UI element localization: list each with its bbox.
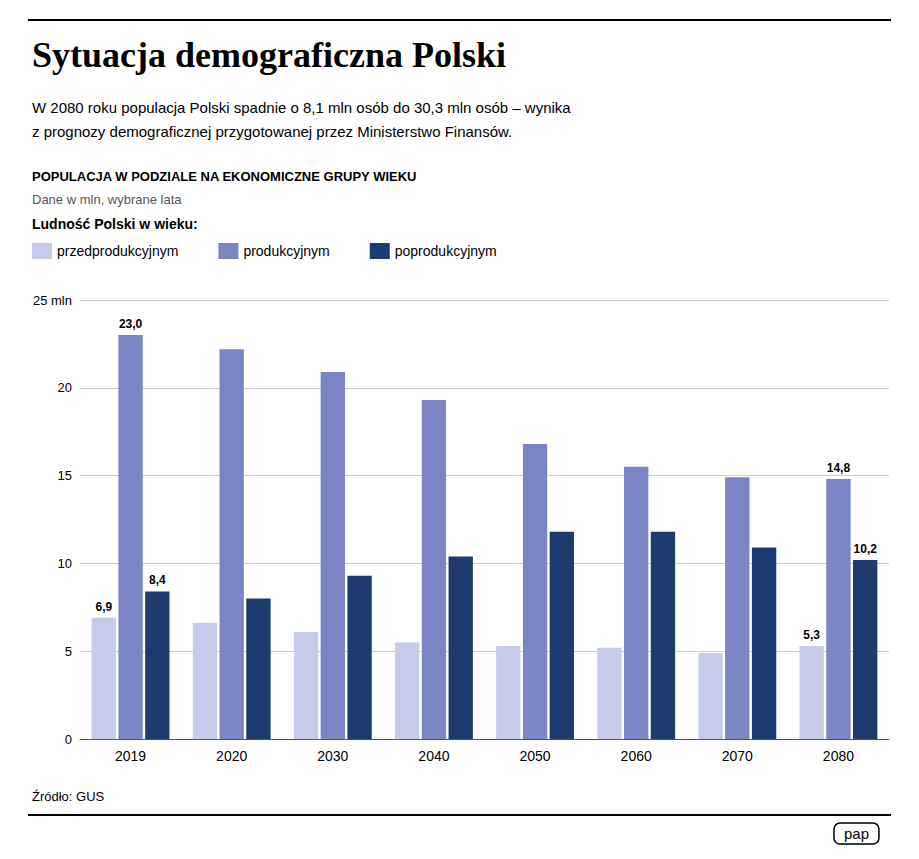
svg-text:2070: 2070 [722,748,753,764]
svg-text:2040: 2040 [418,748,449,764]
svg-text:2020: 2020 [216,748,247,764]
svg-text:25 mln: 25 mln [33,293,72,308]
svg-text:2019: 2019 [115,748,146,764]
svg-text:5: 5 [65,644,72,659]
svg-text:10,2: 10,2 [854,542,878,556]
svg-text:POPULACJA W PODZIALE NA EKONOM: POPULACJA W PODZIALE NA EKONOMICZNE GRUP… [32,169,416,184]
svg-text:Źródło: GUS: Źródło: GUS [32,789,105,804]
svg-text:8,4: 8,4 [149,573,166,587]
svg-text:14,8: 14,8 [827,461,851,475]
svg-text:pap: pap [844,825,869,842]
svg-text:10: 10 [58,556,72,571]
svg-text:2050: 2050 [519,748,550,764]
svg-text:przedprodukcyjnym: przedprodukcyjnym [57,243,178,259]
svg-text:2030: 2030 [317,748,348,764]
svg-text:23,0: 23,0 [119,317,143,331]
svg-text:2060: 2060 [621,748,652,764]
svg-text:poprodukcyjnym: poprodukcyjnym [395,243,497,259]
svg-text:15: 15 [58,468,72,483]
svg-text:z prognozy demograficznej przy: z prognozy demograficznej przygotowanej … [32,123,512,140]
svg-text:6,9: 6,9 [95,600,112,614]
svg-text:20: 20 [58,380,72,395]
svg-text:produkcyjnym: produkcyjnym [243,243,329,259]
svg-text:2080: 2080 [823,748,854,764]
svg-text:5,3: 5,3 [803,628,820,642]
svg-text:Dane w mln, wybrane lata: Dane w mln, wybrane lata [32,192,182,207]
svg-text:Sytuacja demograficzna Polski: Sytuacja demograficzna Polski [32,35,506,75]
svg-text:0: 0 [65,732,72,747]
svg-text:Ludność Polski w wieku:: Ludność Polski w wieku: [32,216,198,232]
svg-text:W 2080 roku populacja Polski s: W 2080 roku populacja Polski spadnie o 8… [32,99,571,116]
